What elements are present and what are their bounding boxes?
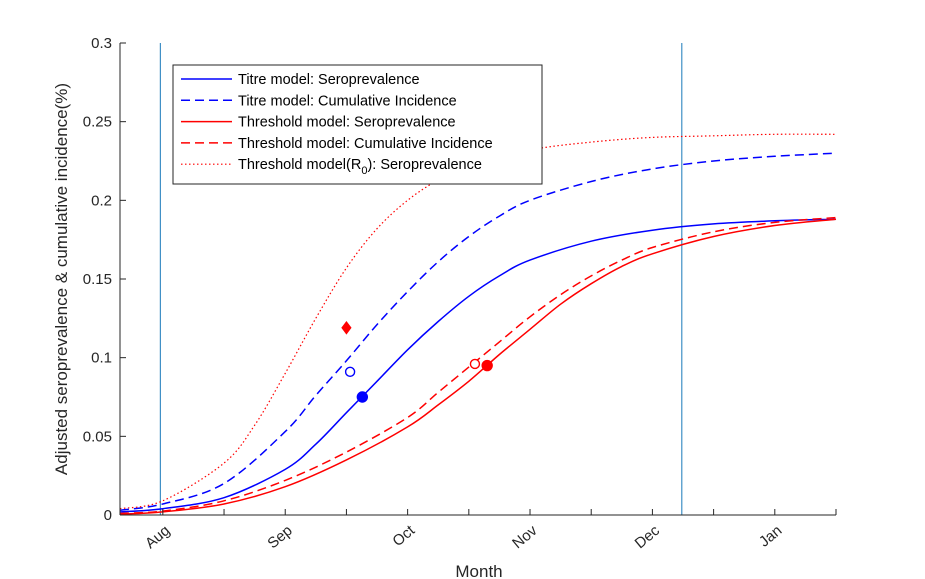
legend: Titre model: Seroprevalence Titre model: …	[172, 64, 543, 185]
marker-circle-5	[481, 359, 493, 372]
vertical-reference-lines	[159, 43, 683, 515]
y-tick-label: 0.3	[91, 35, 112, 52]
x-axis-label: Month	[455, 562, 502, 579]
y-tick-label: 0.15	[83, 271, 112, 288]
series-line-4	[119, 216, 837, 515]
marker-layer	[341, 320, 493, 403]
marker-circle-4	[469, 358, 481, 370]
legend-label-2: Titre model: Cumulative Incidence	[238, 93, 457, 109]
series-line-5	[119, 133, 837, 510]
series-line-3	[119, 218, 837, 515]
series-layer	[119, 133, 837, 515]
marker-circle-2	[356, 391, 369, 403]
legend-box	[172, 64, 543, 185]
series-line-1	[119, 218, 837, 513]
y-tick-label: 0	[104, 507, 112, 524]
x-tick-label: Dec	[632, 522, 664, 552]
legend-label-4: Threshold model: Cumulative Incidence	[238, 136, 493, 152]
legend-label-3: Threshold model: Seroprevalence	[238, 115, 456, 131]
x-tick-label: Aug	[142, 522, 173, 552]
y-tick-label: 0.2	[91, 192, 112, 209]
x-tick-label: Nov	[509, 522, 541, 552]
x-tick-label: Oct	[389, 522, 418, 551]
legend-label-5: Threshold model(R0): Seroprevalence	[238, 157, 482, 177]
y-tick-label: 0.25	[83, 114, 112, 131]
y-tick-label: 0.05	[83, 428, 112, 445]
x-tick-label: Sep	[264, 522, 295, 552]
y-tick-label: 0.1	[91, 350, 112, 367]
x-tick-label: Jan	[756, 522, 785, 551]
y-axis-label: Adjusted seroprevalence & cumulative inc…	[52, 83, 71, 475]
series-line-2	[119, 152, 837, 512]
marker-diamond-3	[341, 320, 352, 335]
legend-label-1: Titre model: Seroprevalence	[238, 72, 420, 88]
marker-circle-1	[344, 366, 356, 378]
